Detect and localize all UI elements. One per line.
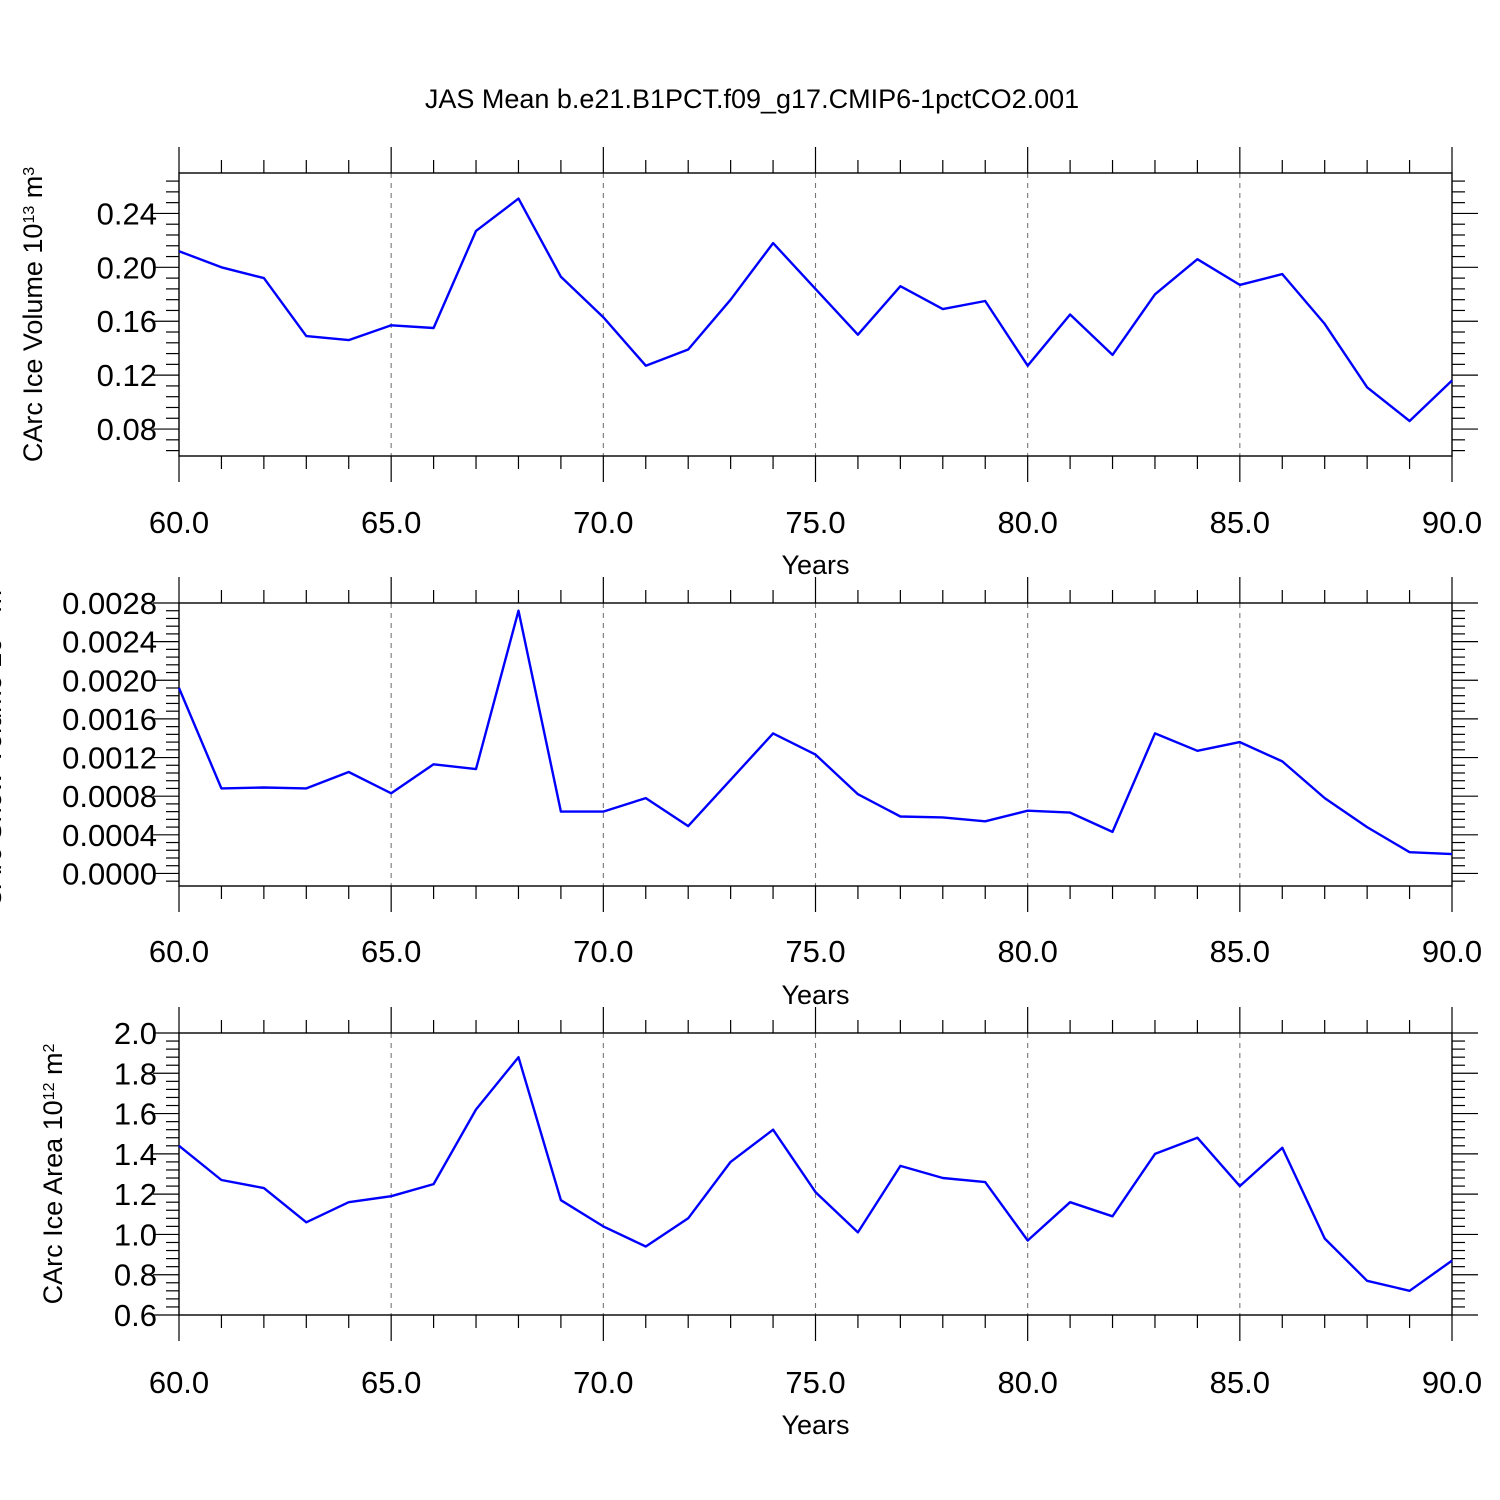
x-tick-label: 60.0 xyxy=(149,934,209,969)
y-tick-label: 2.0 xyxy=(114,1016,157,1051)
x-tick-label: 85.0 xyxy=(1210,934,1270,969)
x-tick-label: 75.0 xyxy=(785,934,845,969)
x-tick-label: 85.0 xyxy=(1210,505,1270,540)
y-tick-label: 0.8 xyxy=(114,1258,157,1293)
y-axis-label: CArc Ice Volume 1013 m3 xyxy=(18,167,48,462)
x-tick-label: 90.0 xyxy=(1422,505,1482,540)
x-tick-label: 90.0 xyxy=(1422,934,1482,969)
y-tick-label: 0.0008 xyxy=(62,779,157,814)
y-tick-label: 0.16 xyxy=(97,304,157,339)
y-tick-label: 0.0016 xyxy=(62,702,157,737)
x-tick-label: 80.0 xyxy=(997,934,1057,969)
x-axis-label: Years xyxy=(781,980,849,1010)
series-line xyxy=(178,1056,1453,1292)
panel-1: 60.0 65.0 70.0 75.0 80.0 85.0 90.0 0.08 0.12 0.16… xyxy=(18,147,1482,580)
x-tick-label: 80.0 xyxy=(997,1365,1057,1400)
y-axis-label: CArc Ice Area 1012 m2 xyxy=(38,1044,68,1305)
y-tick-label: 0.0012 xyxy=(62,741,157,776)
series-line xyxy=(178,197,1453,423)
x-tick-label: 75.0 xyxy=(785,505,845,540)
series-line xyxy=(177,609,1453,856)
y-tick-label: 0.0000 xyxy=(62,856,157,891)
y-tick-label: 0.0024 xyxy=(62,625,157,660)
x-tick-label: 85.0 xyxy=(1210,1365,1270,1400)
chart-title: JAS Mean b.e21.B1PCT.f09_g17.CMIP6-1pctC… xyxy=(425,84,1079,114)
x-axis-label: Years xyxy=(781,550,849,580)
x-tick-label: 65.0 xyxy=(361,505,421,540)
x-tick-label: 70.0 xyxy=(573,1365,633,1400)
y-tick-label: 1.2 xyxy=(114,1177,157,1212)
x-tick-label: 90.0 xyxy=(1422,1365,1482,1400)
y-tick-label: 0.0004 xyxy=(62,818,157,853)
y-tick-label: 1.8 xyxy=(114,1056,157,1091)
x-tick-label: 70.0 xyxy=(573,934,633,969)
y-tick-label: 0.20 xyxy=(97,250,157,285)
panel-2: 60.0 65.0 70.0 75.0 80.0 85.0 90.0 0.00000.0004… xyxy=(0,577,1482,1010)
x-tick-label: 65.0 xyxy=(361,1365,421,1400)
x-tick-label: 60.0 xyxy=(149,505,209,540)
y-tick-label: 0.0028 xyxy=(62,586,157,621)
x-tick-label: 65.0 xyxy=(361,934,421,969)
x-axis-label: Years xyxy=(781,1410,849,1440)
y-tick-label: 0.12 xyxy=(97,358,157,393)
y-tick-label: 0.6 xyxy=(114,1298,157,1333)
y-tick-label: 1.0 xyxy=(114,1217,157,1252)
panel-3: 60.0 65.0 70.0 75.0 80.0 85.0 90.0 0.6 0.8 1.0 1.2… xyxy=(38,1007,1482,1440)
y-tick-label: 0.24 xyxy=(97,196,157,231)
y-axis-label: CArc Snow Volume 1013 m3 xyxy=(0,581,7,908)
y-tick-label: 0.0020 xyxy=(62,663,157,698)
y-tick-label: 1.4 xyxy=(114,1137,157,1172)
x-tick-label: 70.0 xyxy=(573,505,633,540)
x-tick-label: 75.0 xyxy=(785,1365,845,1400)
x-tick-label: 80.0 xyxy=(997,505,1057,540)
x-tick-label: 60.0 xyxy=(149,1365,209,1400)
y-tick-label: 1.6 xyxy=(114,1097,157,1132)
y-tick-label: 0.08 xyxy=(97,412,157,447)
